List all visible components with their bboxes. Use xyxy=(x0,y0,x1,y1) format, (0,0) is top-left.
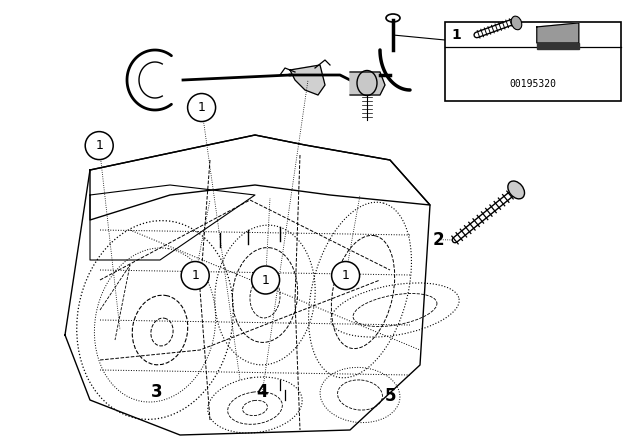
Text: 1: 1 xyxy=(95,139,103,152)
Circle shape xyxy=(181,262,209,289)
Polygon shape xyxy=(290,65,325,95)
Text: 00195320: 00195320 xyxy=(509,78,556,89)
Polygon shape xyxy=(537,43,579,49)
Text: 1: 1 xyxy=(191,269,199,282)
Text: 4: 4 xyxy=(257,383,268,401)
Text: 1: 1 xyxy=(198,101,205,114)
Circle shape xyxy=(332,262,360,289)
Polygon shape xyxy=(350,72,385,95)
Ellipse shape xyxy=(508,181,525,199)
Text: 1: 1 xyxy=(452,28,461,42)
Polygon shape xyxy=(537,23,579,43)
Bar xyxy=(445,22,621,101)
Circle shape xyxy=(85,132,113,159)
Text: 2: 2 xyxy=(433,231,444,249)
Text: 1: 1 xyxy=(342,269,349,282)
Ellipse shape xyxy=(511,16,522,30)
Text: 5: 5 xyxy=(385,388,396,405)
Circle shape xyxy=(188,94,216,121)
Circle shape xyxy=(252,266,280,294)
Text: 3: 3 xyxy=(151,383,163,401)
Text: 1: 1 xyxy=(262,273,269,287)
